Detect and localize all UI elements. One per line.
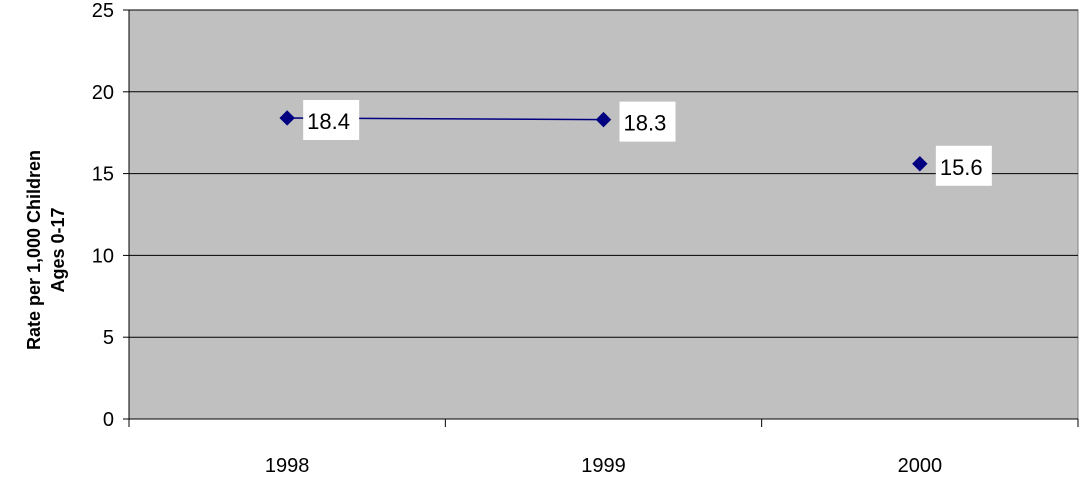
gridlines xyxy=(129,9,1078,338)
x-tick-label-1998: 1998 xyxy=(265,455,310,477)
x-tick-label-1999: 1999 xyxy=(581,455,626,477)
series-group xyxy=(279,110,928,172)
y-axis-ticks: 0 5 10 15 20 25 xyxy=(92,0,129,431)
y-tick-label-10: 10 xyxy=(92,245,114,267)
x-axis-ticks: 1998 1999 2000 xyxy=(128,419,1079,477)
y-tick-label-0: 0 xyxy=(103,409,114,431)
data-point-2000 xyxy=(912,156,928,172)
data-label-1998: 18.4 xyxy=(307,109,350,134)
data-point-1999 xyxy=(595,111,612,128)
y-tick-label-5: 5 xyxy=(103,327,114,349)
axes xyxy=(128,10,1078,420)
y-tick-label-15: 15 xyxy=(92,164,114,186)
x-tick-label-2000: 2000 xyxy=(898,455,943,477)
plot-area xyxy=(128,9,1079,420)
y-axis-title-line-2: Ages 0-17 xyxy=(48,207,68,292)
data-label-1999: 18.3 xyxy=(624,111,667,136)
y-tick-label-20: 20 xyxy=(92,82,114,104)
data-label-box-2000 xyxy=(935,145,992,186)
data-point-1998 xyxy=(279,110,295,126)
data-label-box-1999 xyxy=(619,101,676,142)
data-labels: 18.4 18.3 15.6 xyxy=(303,99,992,186)
y-axis-title-line-1: Rate per 1,000 Children xyxy=(24,150,44,350)
y-tick-label-25: 25 xyxy=(92,0,114,22)
data-label-box-1998 xyxy=(303,99,360,140)
data-label-2000: 15.6 xyxy=(940,155,983,180)
